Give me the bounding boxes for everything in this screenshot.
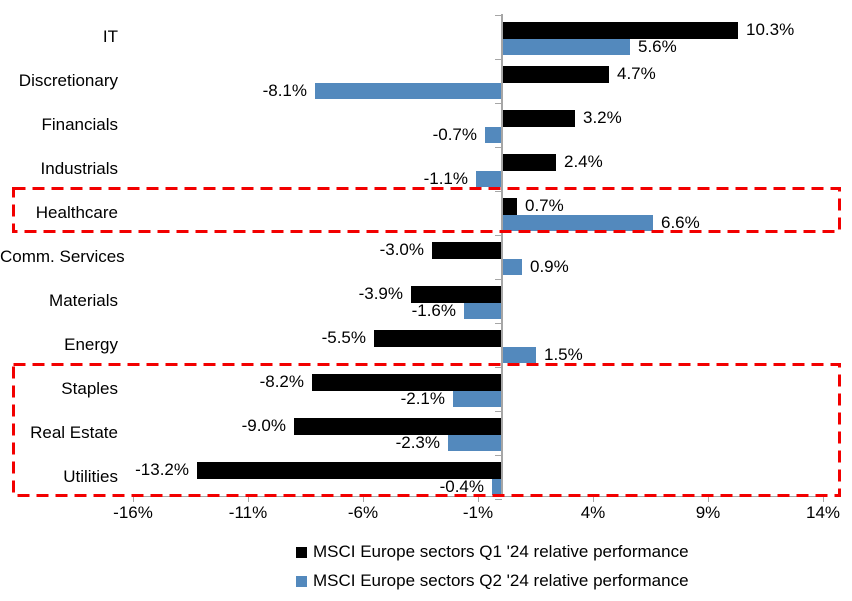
category-label: Comm. Services — [0, 247, 125, 266]
bar-value-label: -1.1% — [423, 169, 468, 188]
bar-value-label: -9.0% — [241, 416, 286, 435]
category-label: Healthcare — [35, 203, 118, 222]
category-tick — [495, 279, 502, 280]
category-tick — [495, 499, 502, 500]
bar-q2 — [501, 39, 630, 55]
legend: MSCI Europe sectors Q1 '24 relative perf… — [296, 542, 689, 600]
x-tick-label: 4% — [580, 503, 606, 522]
category-tick — [495, 367, 502, 368]
bar-value-label: -1.6% — [411, 301, 456, 320]
category-label: Materials — [49, 291, 118, 310]
x-tick — [133, 496, 134, 502]
category-label: Real Estate — [30, 423, 118, 442]
x-tick-label: -6% — [347, 503, 379, 522]
bar-q2 — [476, 171, 501, 187]
bar-value-label: 5.6% — [638, 37, 677, 56]
q1-series-swatch-icon — [296, 546, 307, 558]
x-tick — [708, 496, 709, 502]
bar-value-label: 10.3% — [746, 20, 795, 39]
bar-value-label: 4.7% — [617, 64, 656, 83]
bar-value-label: -0.4% — [439, 477, 484, 496]
bar-q2 — [501, 259, 522, 275]
bar-value-label: -3.0% — [379, 240, 424, 259]
bar-value-label: -13.2% — [135, 460, 189, 479]
category-tick — [495, 147, 502, 148]
bar-q2 — [492, 479, 501, 495]
legend-item-q2: MSCI Europe sectors Q2 '24 relative perf… — [296, 571, 689, 591]
x-tick-label: -11% — [228, 503, 268, 522]
bar-q1 — [501, 154, 556, 171]
legend-item-q1: MSCI Europe sectors Q1 '24 relative perf… — [296, 542, 689, 562]
bar-q1 — [432, 242, 501, 259]
category-tick — [495, 455, 502, 456]
category-label: Energy — [64, 335, 118, 354]
bar-value-label: 0.9% — [530, 257, 569, 276]
bar-q2 — [501, 215, 653, 231]
category-tick — [495, 235, 502, 236]
category-label: Industrials — [40, 159, 118, 178]
bar-value-label: -2.3% — [395, 433, 440, 452]
x-tick — [593, 496, 594, 502]
legend-label-q1: MSCI Europe sectors Q1 '24 relative perf… — [313, 542, 689, 561]
y-axis — [501, 14, 503, 497]
bar-q1 — [501, 22, 738, 39]
category-label: IT — [102, 27, 118, 46]
x-tick — [823, 496, 824, 502]
bar-value-label: -2.1% — [400, 389, 445, 408]
category-tick — [495, 59, 502, 60]
bar-q1 — [501, 198, 517, 215]
bar-q1 — [411, 286, 501, 303]
category-tick — [495, 15, 502, 16]
category-label: Discretionary — [18, 71, 118, 90]
bar-value-label: 1.5% — [544, 345, 583, 364]
x-tick-label: 9% — [695, 503, 721, 522]
bar-q1 — [501, 110, 575, 127]
legend-label-q2: MSCI Europe sectors Q2 '24 relative perf… — [313, 571, 689, 590]
bar-value-label: -0.7% — [432, 125, 477, 144]
bar-value-label: 0.7% — [525, 196, 564, 215]
bar-q1 — [501, 66, 609, 83]
bar-value-label: -3.9% — [358, 284, 403, 303]
category-tick — [495, 103, 502, 104]
bar-value-label: 3.2% — [583, 108, 622, 127]
bar-q1 — [374, 330, 501, 347]
category-tick — [495, 323, 502, 324]
bar-q2 — [448, 435, 501, 451]
bar-q2 — [315, 83, 501, 99]
x-tick-label: -1% — [462, 503, 494, 522]
q2-series-swatch-icon — [296, 575, 307, 587]
bar-q2 — [453, 391, 501, 407]
x-tick-label: 14% — [805, 503, 841, 522]
category-label: Financials — [41, 115, 118, 134]
x-tick — [363, 496, 364, 502]
category-tick — [495, 411, 502, 412]
bar-value-label: 6.6% — [661, 213, 700, 232]
bar-q2 — [485, 127, 501, 143]
x-tick — [478, 496, 479, 502]
bar-value-label: -8.2% — [259, 372, 304, 391]
bar-q2 — [501, 347, 536, 363]
x-tick-label: -16% — [113, 503, 153, 522]
bar-value-label: -8.1% — [262, 81, 307, 100]
x-tick — [248, 496, 249, 502]
bar-value-label: 2.4% — [564, 152, 603, 171]
bar-value-label: -5.5% — [321, 328, 366, 347]
category-tick — [495, 191, 502, 192]
category-label: Utilities — [63, 467, 118, 486]
category-label: Staples — [61, 379, 118, 398]
bar-q2 — [464, 303, 501, 319]
